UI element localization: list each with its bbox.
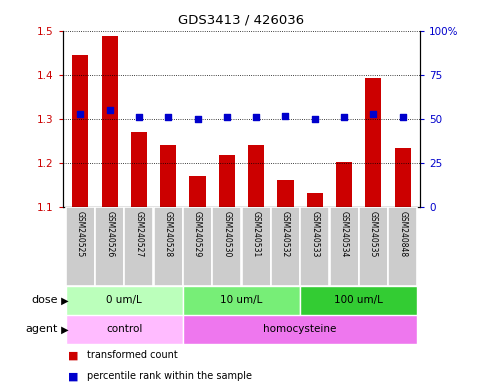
Text: 100 um/L: 100 um/L — [334, 295, 383, 306]
Bar — [66, 286, 183, 315]
Point — [223, 114, 231, 120]
Bar — [213, 207, 242, 286]
Point — [164, 114, 172, 120]
Text: homocysteine: homocysteine — [263, 324, 337, 334]
Text: GSM240534: GSM240534 — [340, 210, 349, 257]
Text: GSM240528: GSM240528 — [164, 210, 173, 257]
Bar — [395, 148, 411, 207]
Text: GSM240530: GSM240530 — [222, 210, 231, 257]
Text: ▶: ▶ — [58, 295, 69, 306]
Text: GSM240533: GSM240533 — [310, 210, 319, 257]
Bar — [95, 207, 124, 286]
Text: GSM240525: GSM240525 — [76, 210, 85, 257]
Text: 10 um/L: 10 um/L — [220, 295, 263, 306]
Text: ▶: ▶ — [58, 324, 69, 334]
Text: GSM240526: GSM240526 — [105, 210, 114, 257]
Point — [399, 114, 407, 120]
Point — [194, 116, 201, 122]
Text: GSM240535: GSM240535 — [369, 210, 378, 257]
Bar — [271, 207, 300, 286]
Bar — [72, 55, 88, 207]
Bar — [248, 145, 264, 207]
Text: percentile rank within the sample: percentile rank within the sample — [87, 371, 252, 381]
Point — [282, 113, 289, 119]
Bar — [160, 145, 176, 207]
Bar — [66, 315, 183, 344]
Bar — [359, 207, 388, 286]
Text: ■: ■ — [68, 350, 78, 360]
Bar — [219, 155, 235, 207]
Text: GSM240531: GSM240531 — [252, 210, 261, 257]
Bar — [66, 207, 95, 286]
Point — [76, 111, 84, 117]
Bar — [307, 193, 323, 207]
Text: GSM240532: GSM240532 — [281, 210, 290, 257]
Bar — [183, 207, 212, 286]
Bar — [388, 207, 417, 286]
Bar — [183, 315, 417, 344]
Point — [340, 114, 348, 120]
Bar — [300, 286, 417, 315]
Bar — [101, 36, 118, 207]
Text: agent: agent — [26, 324, 58, 334]
Text: control: control — [106, 324, 142, 334]
Text: 0 um/L: 0 um/L — [106, 295, 142, 306]
Bar — [131, 132, 147, 207]
Text: dose: dose — [31, 295, 58, 306]
Bar — [329, 207, 358, 286]
Bar — [336, 162, 352, 207]
Text: GSM240527: GSM240527 — [134, 210, 143, 257]
Point — [311, 116, 319, 122]
Text: ■: ■ — [68, 371, 78, 381]
Point — [252, 114, 260, 120]
Text: GSM240529: GSM240529 — [193, 210, 202, 257]
Text: GDS3413 / 426036: GDS3413 / 426036 — [178, 13, 305, 26]
Bar — [277, 180, 294, 207]
Text: transformed count: transformed count — [87, 350, 178, 360]
Bar — [365, 78, 382, 207]
Bar — [300, 207, 329, 286]
Bar — [189, 177, 206, 207]
Point — [135, 114, 143, 120]
Text: GSM240848: GSM240848 — [398, 210, 407, 257]
Bar — [154, 207, 183, 286]
Point — [106, 107, 114, 113]
Bar — [125, 207, 154, 286]
Point — [369, 111, 377, 117]
Bar — [242, 207, 270, 286]
Bar — [183, 286, 300, 315]
